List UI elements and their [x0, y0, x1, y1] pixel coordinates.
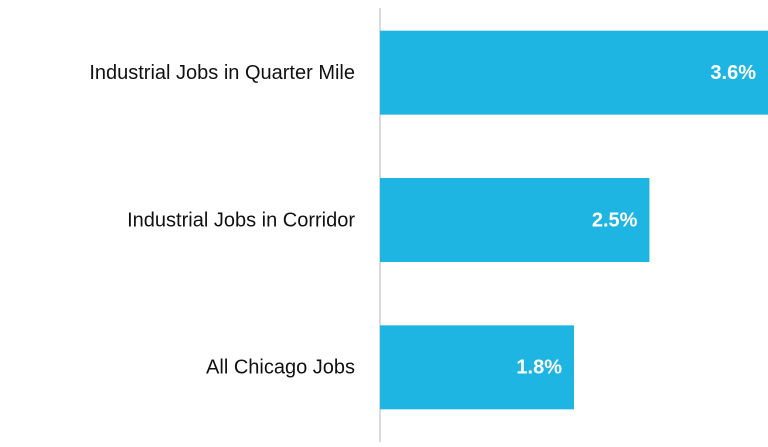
bar — [380, 325, 574, 410]
bar — [380, 30, 768, 115]
bar — [380, 178, 650, 262]
category-label: Industrial Jobs in Corridor — [127, 209, 355, 231]
value-label: 3.6% — [710, 62, 756, 84]
category-label: Industrial Jobs in Quarter Mile — [89, 62, 355, 84]
category-label: All Chicago Jobs — [206, 357, 355, 379]
value-label: 2.5% — [592, 209, 638, 231]
value-label: 1.8% — [516, 357, 562, 379]
